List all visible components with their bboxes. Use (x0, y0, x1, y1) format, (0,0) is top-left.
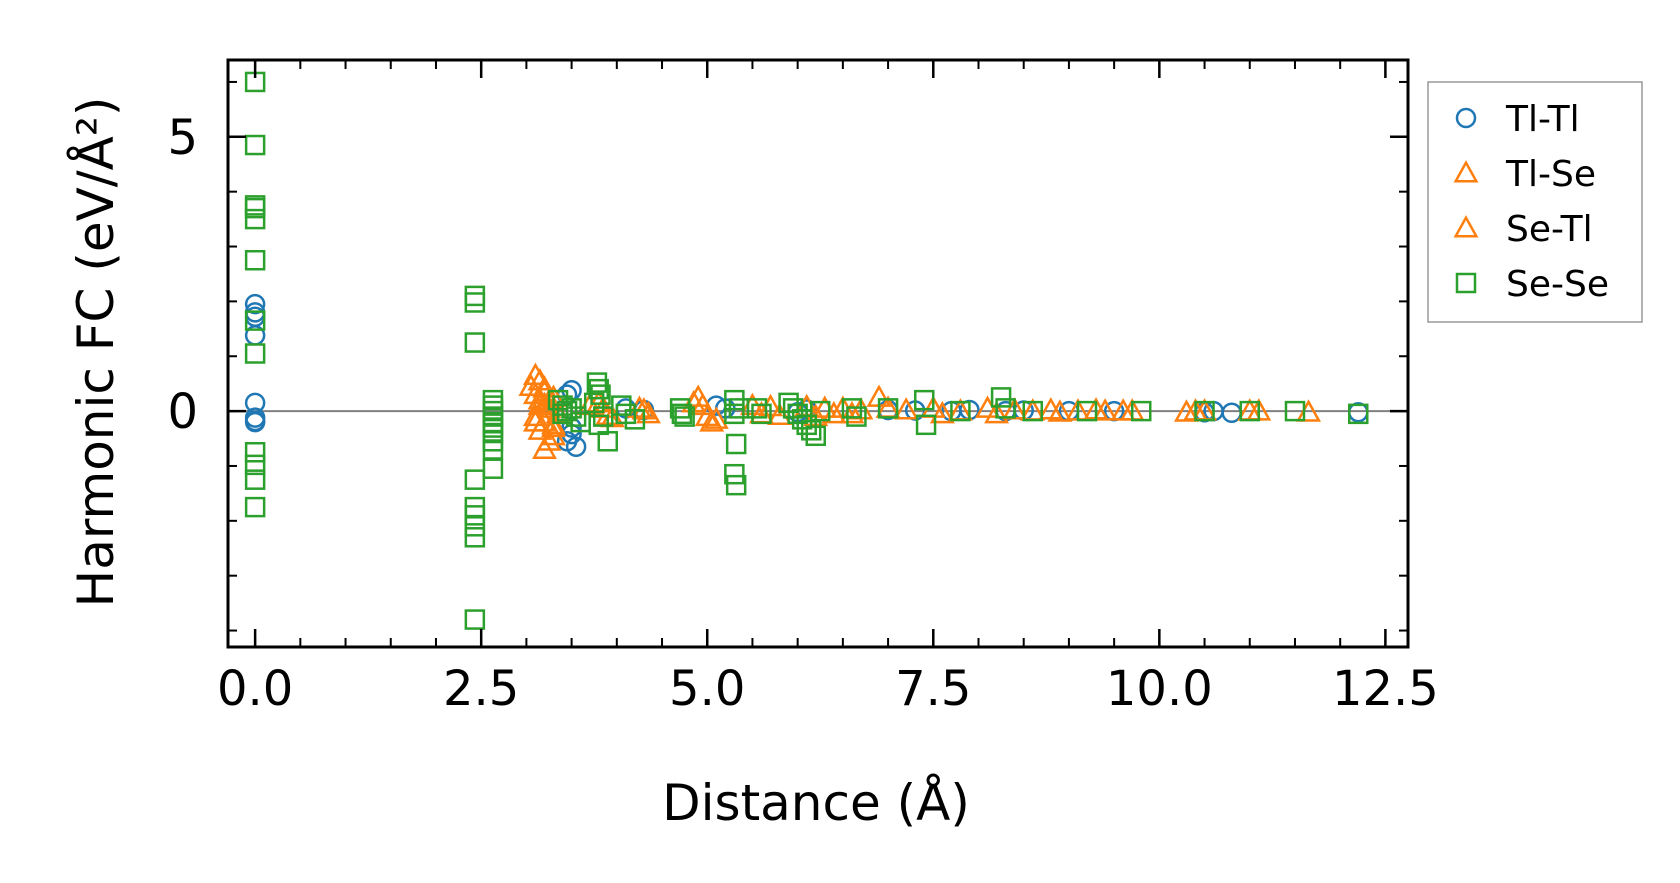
data-point (541, 422, 566, 446)
series-se-se (244, 71, 1369, 630)
data-point (518, 373, 544, 396)
data-point (464, 505, 486, 526)
x-tick-label: 12.5 (1332, 661, 1439, 717)
data-point (527, 392, 553, 416)
data-point (522, 409, 548, 432)
data-point (586, 372, 608, 393)
data-point (724, 403, 745, 425)
y-tick-label: 5 (167, 110, 198, 166)
data-point (541, 414, 566, 438)
data-point (588, 378, 609, 400)
data-point (464, 516, 486, 537)
legend-box (1427, 81, 1643, 323)
data-point (751, 403, 772, 425)
data-point (805, 425, 826, 447)
legend-label: Tl-Tl (1505, 99, 1580, 140)
data-point (1194, 400, 1215, 422)
y-axis-label: Harmonic FC (eV/Å²) (67, 97, 125, 608)
legend-marker (1453, 215, 1479, 238)
data-point (244, 411, 266, 433)
data-point (244, 249, 266, 271)
data-point (1022, 400, 1044, 422)
x-tick-label: 10.0 (1106, 661, 1213, 717)
legend-marker (1453, 160, 1479, 183)
data-point (877, 398, 899, 419)
data-point (1221, 402, 1242, 423)
x-tick-label: 2.5 (443, 661, 519, 717)
data-point (464, 527, 486, 548)
legend: Tl-Tl Tl-Se Se-Tl Se-Se (1427, 81, 1643, 323)
data-point (929, 400, 955, 424)
data-point (950, 400, 971, 422)
data-point (244, 343, 266, 364)
data-point (244, 310, 266, 331)
data-point (846, 406, 867, 427)
data-point (552, 403, 573, 425)
data-point (810, 400, 831, 422)
x-tick-label: 5.0 (669, 661, 745, 717)
data-point (464, 292, 486, 313)
data-marks (244, 71, 1369, 630)
data-point (1047, 399, 1073, 422)
data-point (703, 406, 729, 429)
plot-frame (226, 58, 1410, 649)
data-point (746, 398, 768, 419)
data-point (244, 134, 266, 156)
data-point (244, 293, 266, 315)
data-point (244, 197, 266, 219)
data-point (244, 469, 266, 490)
data-point (464, 332, 486, 353)
data-point (913, 389, 935, 411)
data-point (915, 414, 937, 436)
data-point (725, 474, 747, 496)
data-point (522, 403, 548, 427)
data-point (624, 409, 646, 430)
legend-label: Se-Tl (1506, 209, 1593, 250)
data-point (1284, 400, 1306, 422)
data-point (464, 469, 486, 490)
data-point (674, 406, 695, 427)
data-point (893, 397, 919, 420)
data-point (464, 609, 486, 630)
data-point (244, 454, 266, 476)
data-point (244, 496, 266, 518)
legend-marker (1455, 107, 1477, 129)
axes: 0.0 2.5 5.0 7.5 10.0 12.5 0 5 (167, 58, 1439, 717)
data-point (984, 400, 1010, 424)
data-point (597, 431, 619, 452)
data-point (244, 441, 266, 463)
data-point (464, 285, 486, 307)
x-tick-label: 0.0 (217, 661, 293, 717)
series-se-tl (518, 373, 1263, 435)
data-point (1131, 400, 1152, 422)
data-point (1239, 400, 1261, 422)
data-point (532, 436, 557, 460)
data-point (244, 208, 266, 230)
data-point (725, 433, 747, 455)
x-tick-label: 7.5 (895, 661, 971, 717)
legend-label: Tl-Se (1505, 154, 1596, 195)
data-point (990, 387, 1012, 408)
y-tick-label: 0 (167, 384, 198, 440)
data-point (671, 403, 693, 425)
data-point (724, 463, 745, 485)
legend-label: Se-Se (1506, 264, 1609, 305)
data-point (995, 398, 1016, 419)
data-point (1038, 397, 1064, 420)
legend-marker (1455, 272, 1477, 294)
x-axis-label: Distance (Å) (662, 774, 970, 832)
data-point (482, 458, 504, 479)
data-point (699, 409, 725, 432)
data-point (1348, 403, 1369, 425)
data-point (1076, 400, 1098, 422)
data-point (1092, 398, 1118, 421)
